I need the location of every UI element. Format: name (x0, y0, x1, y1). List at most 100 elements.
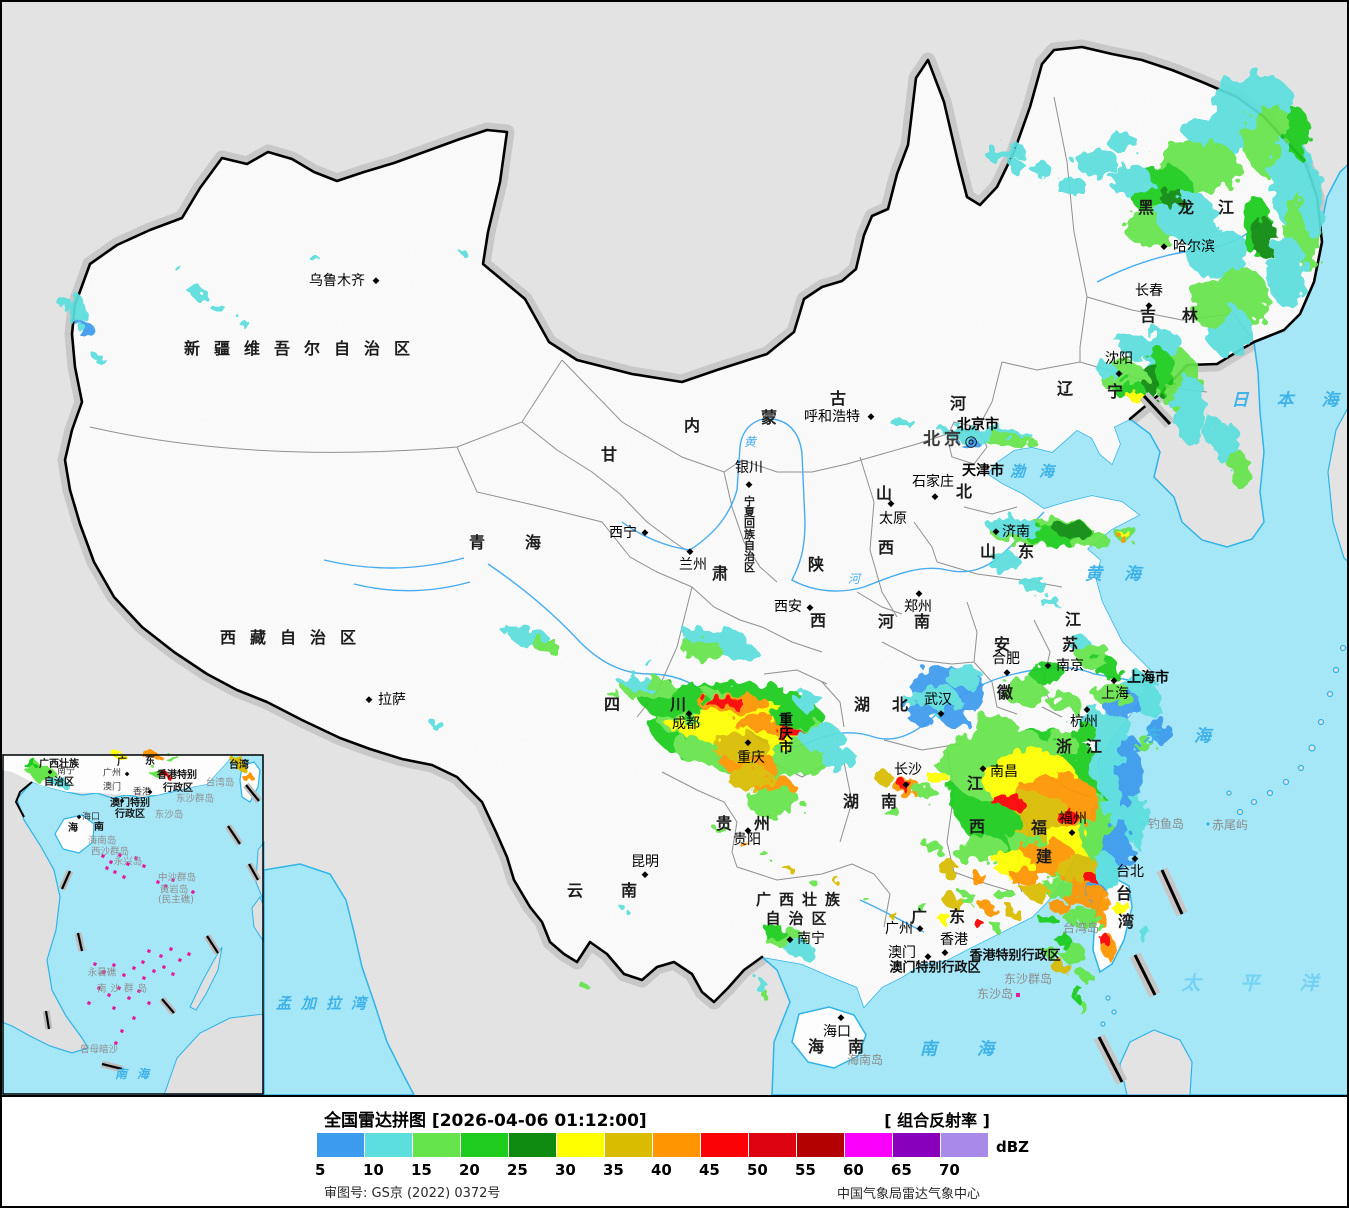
radar-echo (581, 984, 589, 990)
boundary-dash (245, 784, 260, 802)
radar-echo (242, 769, 250, 781)
radar-echo (1118, 734, 1142, 814)
radar-echo (925, 843, 943, 853)
legend-tick: 10 (363, 1161, 384, 1179)
radar-echo (165, 755, 179, 761)
radar-echo (948, 795, 972, 809)
boundary-dash (161, 998, 175, 1014)
legend-tick: 20 (459, 1161, 480, 1179)
legend-tick: 55 (795, 1161, 816, 1179)
radar-echo (704, 697, 744, 707)
radar-echo (1190, 280, 1230, 328)
radar-echo (1072, 723, 1096, 741)
legend-swatch-65 (893, 1133, 940, 1157)
radar-echo (1032, 163, 1052, 177)
radar-echo (143, 752, 161, 760)
radar-echo (774, 729, 806, 739)
radar-echo (1096, 362, 1116, 378)
radar-echo (722, 645, 758, 659)
radar-echo (1113, 901, 1131, 915)
radar-echo (49, 777, 67, 787)
radar-echo (934, 755, 966, 773)
radar-echo (1254, 217, 1274, 257)
radar-echo (59, 295, 69, 309)
legend-swatch-50 (749, 1133, 796, 1157)
radar-echo (1053, 961, 1071, 975)
radar-echo (1110, 166, 1154, 198)
radar-echo (884, 807, 900, 817)
radar-echo (992, 794, 1024, 810)
radar-echo (1160, 187, 1184, 207)
legend-swatch-15 (413, 1133, 460, 1157)
radar-echo (799, 946, 817, 960)
radar-echo (916, 785, 936, 799)
islet-mark (111, 1006, 117, 1011)
radar-echo (937, 914, 951, 922)
radar-echo (680, 641, 724, 659)
legend-swatch-40 (653, 1133, 700, 1157)
radar-echo (29, 766, 55, 780)
islet-mark (151, 969, 157, 974)
inset-map (2, 752, 265, 1095)
legend-tick: 25 (507, 1161, 528, 1179)
radar-echo (1079, 905, 1097, 931)
radar-echo (81, 323, 95, 341)
sea-bengal (263, 863, 415, 1095)
radar-echo (1185, 226, 1249, 278)
radar-echo (959, 893, 977, 903)
legend-swatch-25 (509, 1133, 556, 1157)
radar-echo (1025, 884, 1049, 900)
boundary-dash (1160, 869, 1184, 915)
islet-mark (113, 1040, 119, 1046)
islet-mark (141, 976, 147, 981)
radar-echo (890, 417, 914, 427)
islet-mark (141, 864, 147, 869)
islet-mark (131, 966, 137, 971)
radar-echo (1009, 867, 1039, 887)
radar-echo (1047, 732, 1077, 756)
islet-mark (155, 880, 161, 885)
radar-echo (969, 872, 987, 884)
islet-mark (158, 954, 164, 959)
radar-echo (1174, 376, 1206, 444)
radar-echo (938, 861, 958, 875)
radar-echo (763, 926, 785, 940)
reflectivity-colorbar (317, 1133, 988, 1157)
radar-echo (820, 747, 856, 769)
boundary-dash-marks (1093, 391, 1188, 1085)
radar-echo (680, 626, 704, 638)
islet-mark (177, 958, 183, 963)
radar-echo (1045, 949, 1059, 959)
radar-echo (1107, 132, 1137, 152)
legend-swatch-10 (365, 1133, 412, 1157)
legend-swatch-5 (317, 1133, 364, 1157)
radar-echo (974, 714, 1014, 734)
radar-echo (1135, 738, 1153, 750)
radar-echo (1139, 925, 1149, 943)
radar-echo (1300, 167, 1324, 237)
radar-echo (1103, 935, 1111, 949)
radar-echo (746, 788, 802, 816)
legend-tick: 50 (747, 1161, 768, 1179)
radar-echo (940, 708, 968, 726)
boundary-dash (101, 1062, 123, 1071)
boundary-dash (60, 870, 72, 890)
radar-echo (233, 759, 247, 767)
radar-echo (1072, 986, 1084, 1002)
islet-mark (86, 1001, 92, 1006)
radar-echo (432, 723, 446, 731)
radar-echo (715, 826, 729, 834)
radar-echo (1057, 177, 1087, 197)
islet-mark (116, 986, 122, 991)
radar-echo (994, 887, 1014, 901)
radar-echo (1151, 717, 1169, 743)
radar-echo (645, 661, 655, 667)
radar-echo-layer (59, 74, 1324, 1013)
radar-echo (1008, 161, 1026, 173)
radar-echo (1144, 362, 1160, 398)
legend-tick: 60 (843, 1161, 864, 1179)
radar-echo (1042, 878, 1074, 898)
map-license-number: 审图号: GS京 (2022) 0372号 (324, 1186, 501, 1201)
radar-echo (619, 905, 625, 909)
radar-echo (1092, 684, 1132, 704)
